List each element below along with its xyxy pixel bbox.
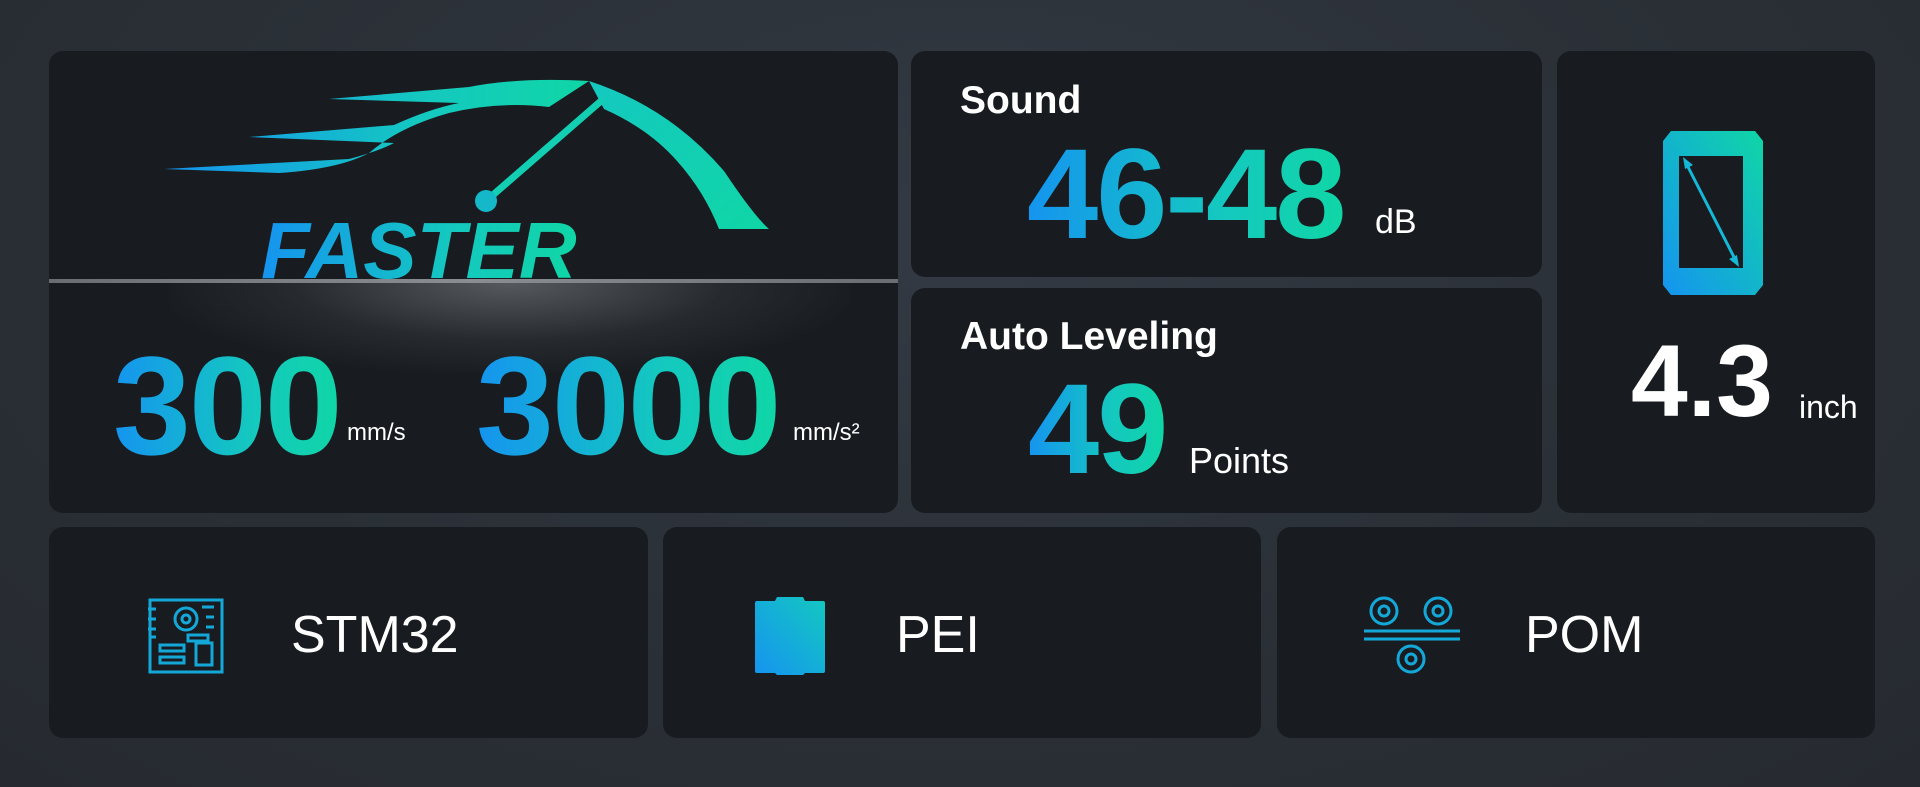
feature-label-pom: POM: [1525, 606, 1644, 664]
auto-leveling-title: Auto Leveling: [960, 315, 1218, 358]
sound-unit: dB: [1375, 203, 1417, 241]
screen-size-value: 4.3: [1631, 324, 1773, 438]
pulley-wheels-icon: [1364, 596, 1460, 674]
feature-card-pei: PEI: [663, 527, 1261, 738]
speedometer-icon: FASTER: [164, 79, 769, 281]
screen-size-card: 4.3 inch: [1557, 51, 1875, 513]
sound-card: Sound 46-48 dB: [911, 51, 1542, 277]
acceleration-unit: mm/s²: [793, 419, 860, 446]
feature-label-pei: PEI: [896, 606, 980, 664]
divider: [49, 279, 898, 283]
sound-title: Sound: [960, 79, 1082, 122]
auto-leveling-value: 49: [1028, 358, 1168, 501]
feature-card-stm32: STM32: [49, 527, 648, 738]
feature-card-pom: POM: [1277, 527, 1875, 738]
speed-value: 300: [113, 327, 343, 484]
acceleration-value: 3000: [476, 327, 781, 484]
feature-label-stm32: STM32: [291, 606, 459, 664]
build-plate-icon: [755, 597, 825, 675]
motherboard-icon: [148, 598, 224, 674]
speed-unit: mm/s: [347, 419, 406, 446]
faster-logo-text: FASTER: [261, 206, 577, 281]
auto-leveling-card: Auto Leveling 49 Points: [911, 288, 1542, 513]
screen-size-unit: inch: [1799, 389, 1858, 425]
speed-card: FASTER 300 mm/s 3000 mm/s²: [49, 51, 898, 513]
screen-size-icon: [1663, 131, 1763, 295]
auto-leveling-unit: Points: [1189, 440, 1290, 481]
sound-value: 46-48: [1027, 123, 1346, 266]
